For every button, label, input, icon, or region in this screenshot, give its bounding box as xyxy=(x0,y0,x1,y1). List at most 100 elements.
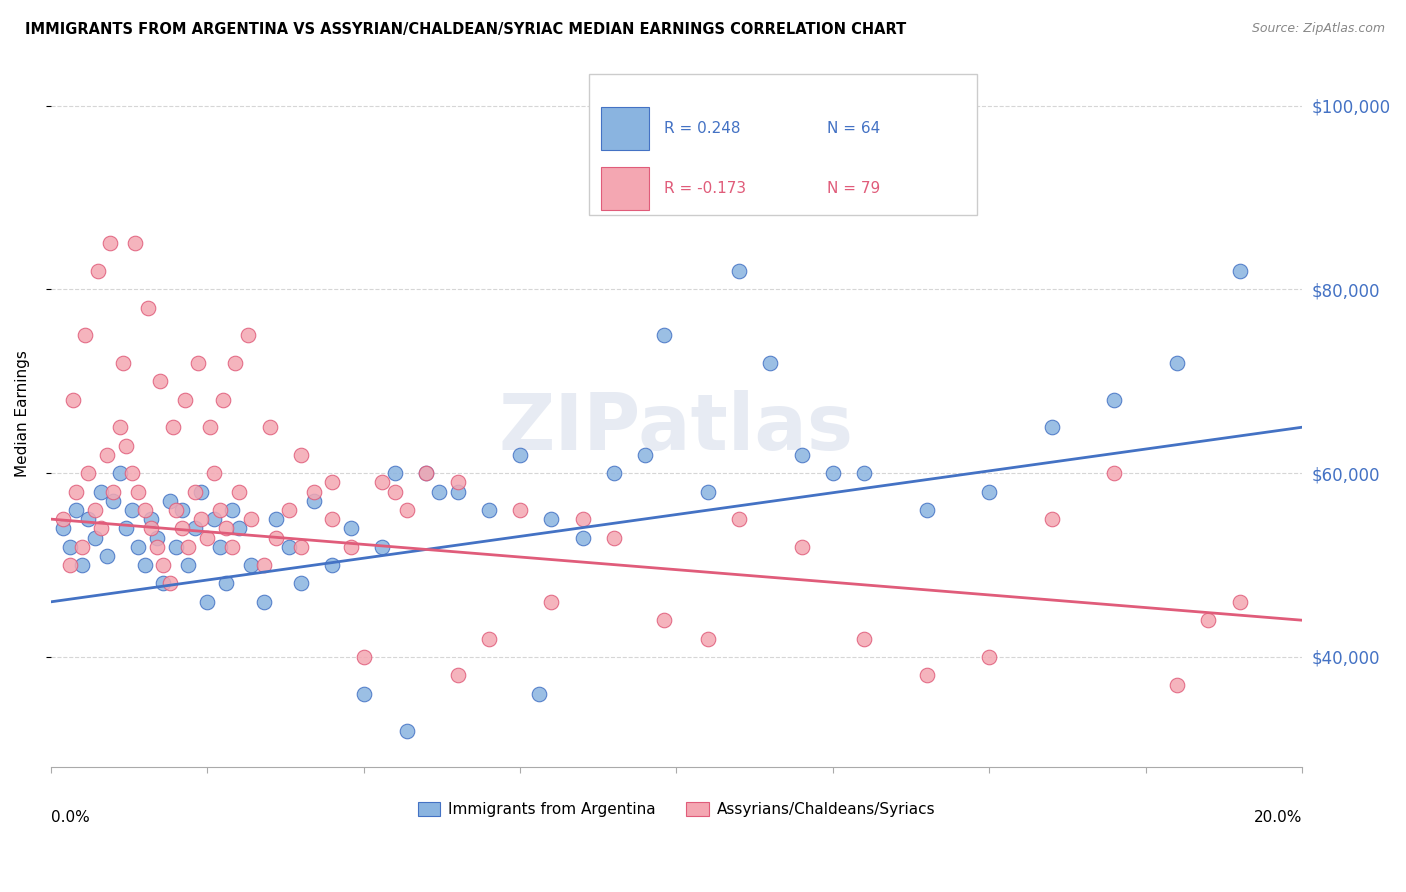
Point xyxy=(83,531,105,545)
Point xyxy=(172,503,194,517)
Text: ZIPatlas: ZIPatlas xyxy=(499,390,853,466)
Point xyxy=(979,484,1001,499)
Point xyxy=(415,466,437,480)
Point xyxy=(111,356,134,370)
Point xyxy=(162,420,184,434)
Point xyxy=(290,540,312,554)
Text: N = 79: N = 79 xyxy=(827,181,880,196)
Point xyxy=(759,356,782,370)
Point xyxy=(264,531,287,545)
Point xyxy=(177,558,200,572)
Point xyxy=(853,466,876,480)
Point xyxy=(340,521,363,535)
Point xyxy=(277,503,299,517)
Point xyxy=(103,493,125,508)
Point xyxy=(915,668,938,682)
Point xyxy=(696,632,718,646)
FancyBboxPatch shape xyxy=(602,107,650,150)
Point xyxy=(159,576,181,591)
Point xyxy=(353,687,375,701)
Point xyxy=(396,723,419,738)
Point xyxy=(509,503,531,517)
Point xyxy=(146,540,169,554)
Point xyxy=(224,356,246,370)
Point xyxy=(1040,420,1063,434)
Text: R = -0.173: R = -0.173 xyxy=(664,181,747,196)
Text: 20.0%: 20.0% xyxy=(1254,810,1302,825)
Point xyxy=(139,521,162,535)
Point xyxy=(396,503,419,517)
Point xyxy=(70,540,93,554)
Point xyxy=(228,521,250,535)
Point xyxy=(509,448,531,462)
Point xyxy=(478,503,501,517)
Point xyxy=(302,484,325,499)
Point xyxy=(62,392,84,407)
Point xyxy=(108,466,131,480)
Text: N = 64: N = 64 xyxy=(827,121,880,136)
Point xyxy=(87,264,110,278)
Point xyxy=(83,503,105,517)
Point xyxy=(790,540,813,554)
Point xyxy=(652,613,675,627)
Point xyxy=(277,540,299,554)
Point xyxy=(165,540,187,554)
Point xyxy=(77,466,100,480)
Point xyxy=(65,503,87,517)
Point xyxy=(979,650,1001,665)
Point xyxy=(59,540,82,554)
Point xyxy=(540,595,562,609)
Point xyxy=(652,328,675,343)
Point xyxy=(221,503,243,517)
Point xyxy=(1197,613,1219,627)
Point xyxy=(195,531,218,545)
Point xyxy=(728,264,751,278)
Point xyxy=(75,328,97,343)
FancyBboxPatch shape xyxy=(589,74,977,215)
Point xyxy=(165,503,187,517)
Point xyxy=(290,448,312,462)
Point xyxy=(527,687,550,701)
Point xyxy=(177,540,200,554)
Point xyxy=(290,576,312,591)
Point xyxy=(146,531,169,545)
Point xyxy=(1166,356,1188,370)
Point xyxy=(52,512,75,526)
Point xyxy=(1104,392,1126,407)
Point xyxy=(202,512,225,526)
Point xyxy=(108,420,131,434)
Point xyxy=(208,540,231,554)
Point xyxy=(215,576,238,591)
Point xyxy=(77,512,100,526)
Point xyxy=(571,531,593,545)
Point xyxy=(52,521,75,535)
Point xyxy=(159,493,181,508)
FancyBboxPatch shape xyxy=(602,168,650,210)
Point xyxy=(384,466,406,480)
Point xyxy=(236,328,259,343)
Point xyxy=(1104,466,1126,480)
Point xyxy=(149,374,172,388)
Point xyxy=(571,512,593,526)
Y-axis label: Median Earnings: Median Earnings xyxy=(15,350,30,477)
Point xyxy=(540,512,562,526)
Point xyxy=(446,668,468,682)
Point xyxy=(302,493,325,508)
Point xyxy=(603,466,626,480)
Point xyxy=(821,466,844,480)
Text: 0.0%: 0.0% xyxy=(51,810,90,825)
Point xyxy=(240,512,263,526)
Text: IMMIGRANTS FROM ARGENTINA VS ASSYRIAN/CHALDEAN/SYRIAC MEDIAN EARNINGS CORRELATIO: IMMIGRANTS FROM ARGENTINA VS ASSYRIAN/CH… xyxy=(25,22,907,37)
Point xyxy=(134,558,156,572)
Point xyxy=(103,484,125,499)
Point xyxy=(212,392,235,407)
Point xyxy=(321,558,343,572)
Point xyxy=(121,466,143,480)
Point xyxy=(790,448,813,462)
Point xyxy=(90,484,112,499)
Point xyxy=(446,484,468,499)
Point xyxy=(446,475,468,490)
Point xyxy=(134,503,156,517)
Point xyxy=(415,466,437,480)
Point xyxy=(215,521,238,535)
